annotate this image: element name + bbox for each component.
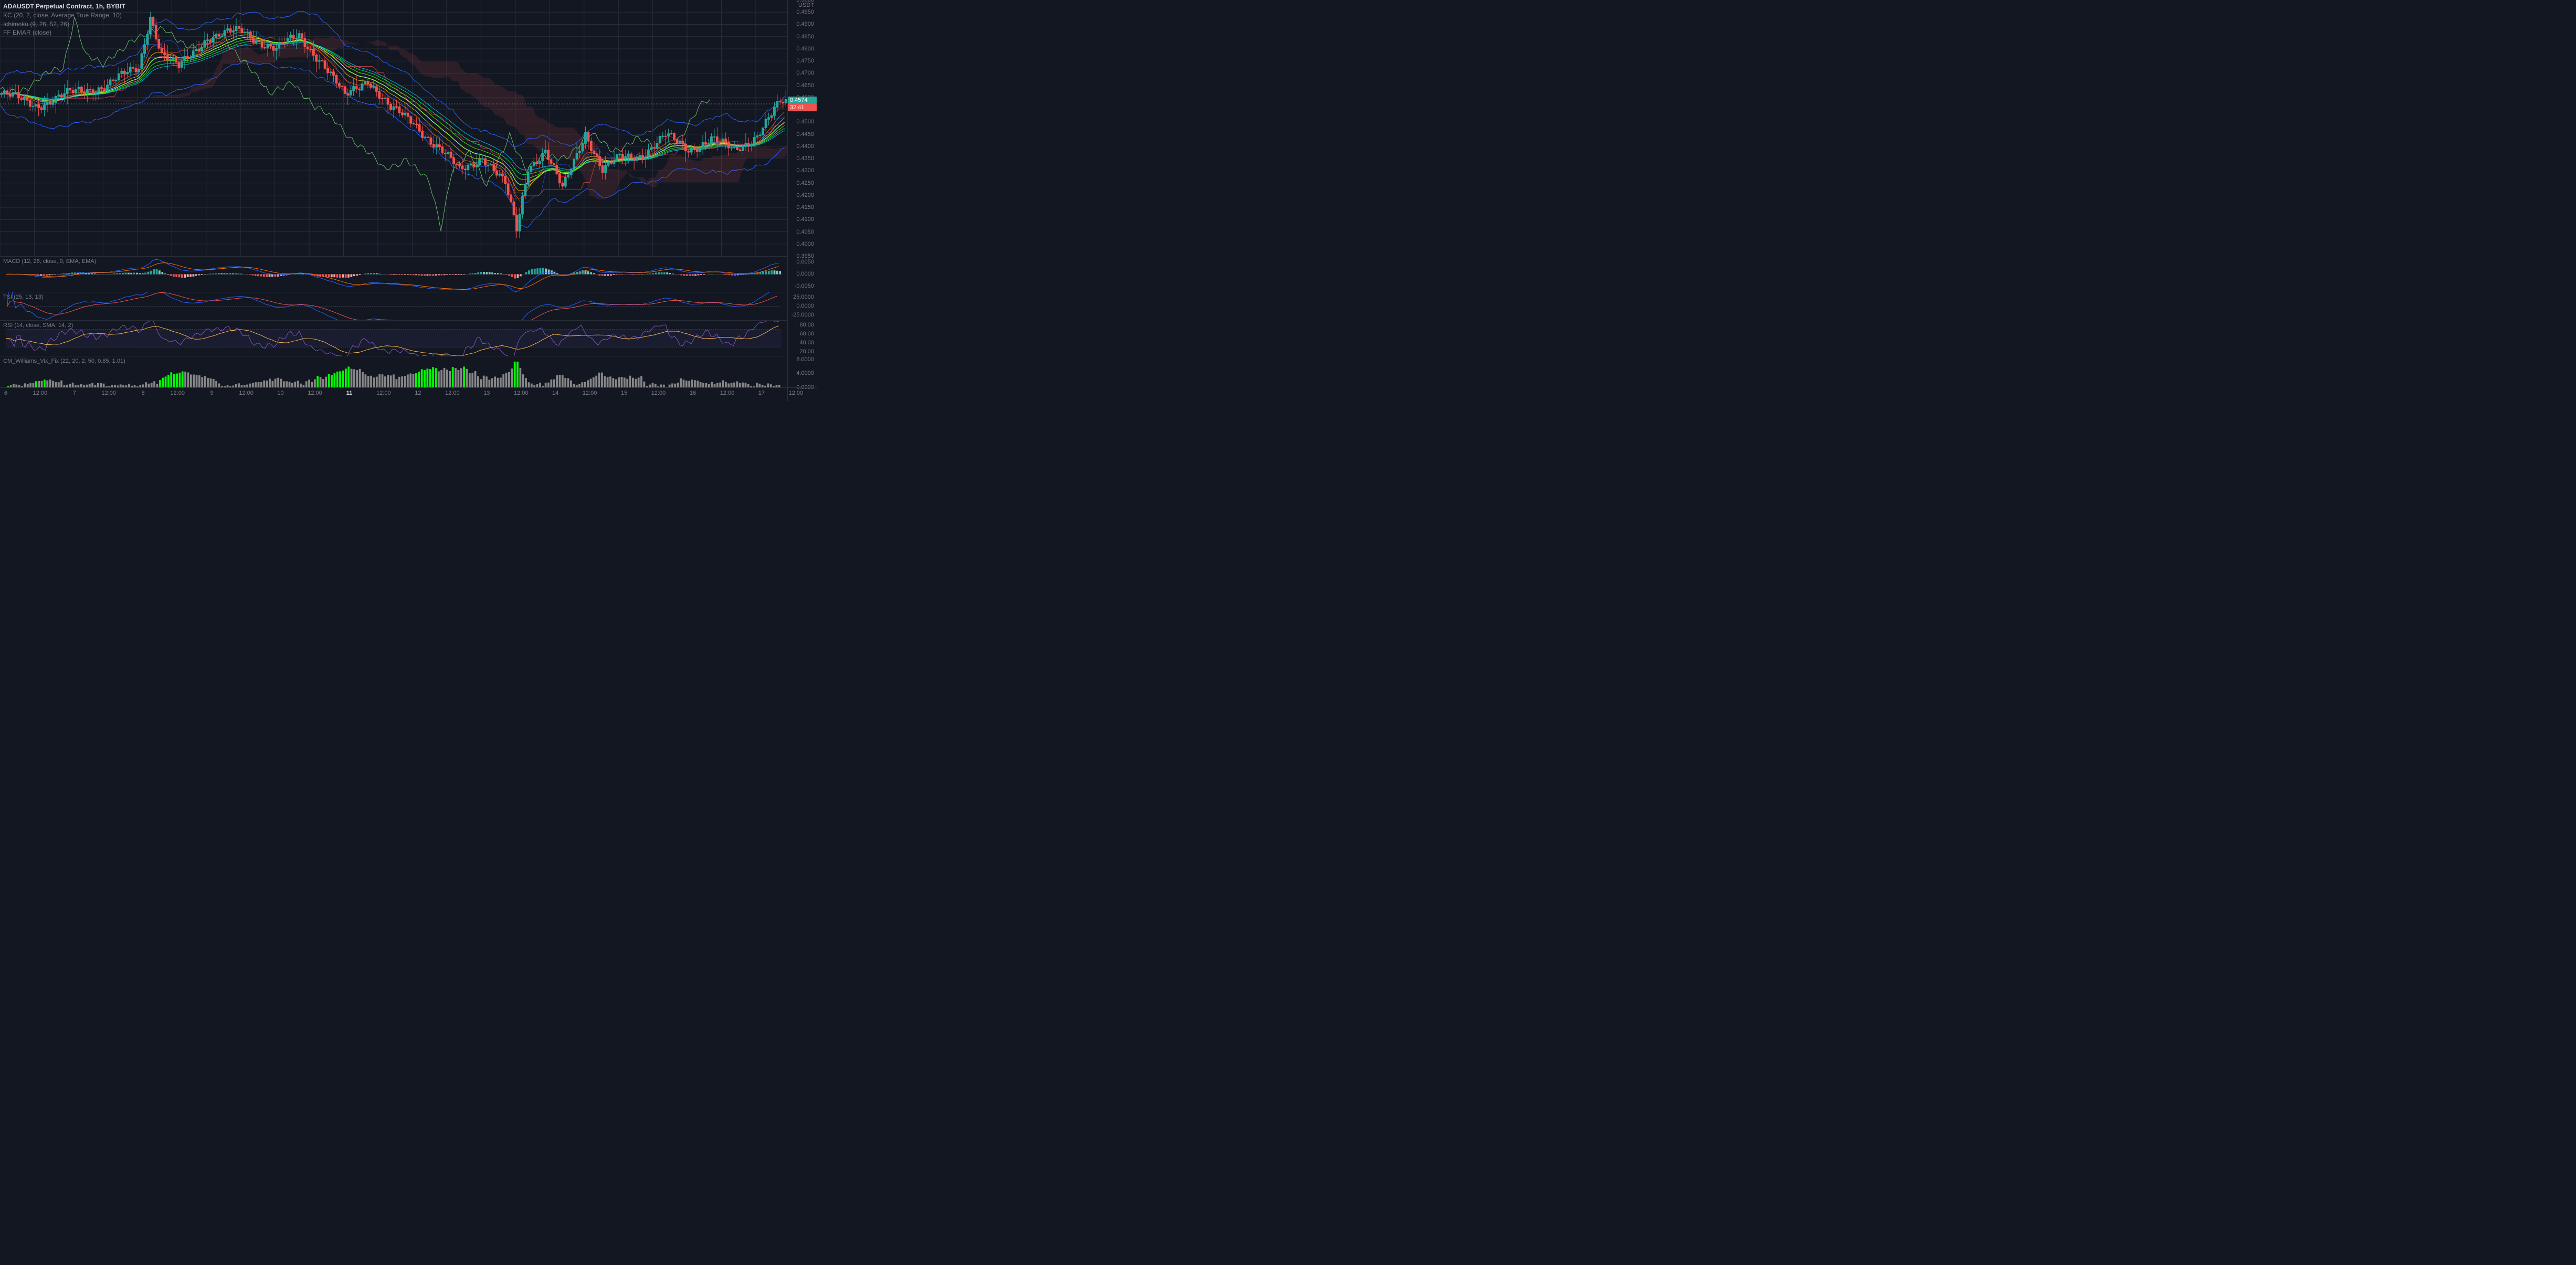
rsi-svg[interactable] (0, 321, 787, 356)
vixfix-panel[interactable]: CM_Williams_Vix_Fix (22, 20, 2, 50, 0.85… (0, 356, 787, 387)
main-chart-svg[interactable] (0, 0, 787, 256)
main-price-panel[interactable]: ADAUSDT Perpetual Contract, 1h, BYBIT KC… (0, 0, 787, 256)
tsi-legend: TSI (25, 13, 13) (3, 294, 43, 300)
tsi-axis: -25.00000.000025.0000 (787, 292, 817, 320)
chart-container: ADAUSDT Perpetual Contract, 1h, BYBIT KC… (0, 0, 817, 401)
legend-ffemar: FF EMAR (close) (3, 28, 125, 37)
vixfix-legend: CM_Williams_Vix_Fix (22, 20, 2, 50, 0.85… (3, 358, 125, 364)
time-axis[interactable]: 612:00712:00812:00912:001012:001112:0012… (0, 387, 787, 401)
legend-kc: KC (20, 2, close, Average True Range, 10… (3, 11, 125, 20)
price-axis[interactable]: USDT 0.39500.40000.40500.41000.41500.420… (787, 0, 817, 256)
rsi-panel[interactable]: RSI (14, close, SMA, 14, 2) (0, 320, 787, 356)
tsi-svg[interactable] (0, 292, 787, 320)
tsi-panel[interactable]: TSI (25, 13, 13) (0, 292, 787, 320)
macd-axis: -0.00500.00000.0050 (787, 256, 817, 292)
legend-ichimoku: Ichimoku (9, 26, 52, 26) (3, 20, 125, 29)
rsi-axis: 20.0040.0060.0080.00 (787, 320, 817, 356)
rsi-legend: RSI (14, close, SMA, 14, 2) (3, 322, 73, 329)
macd-panel[interactable]: MACD (12, 26, close, 9, EMA, EMA) (0, 256, 787, 292)
symbol-title[interactable]: ADAUSDT Perpetual Contract, 1h, BYBIT (3, 3, 125, 10)
macd-legend: MACD (12, 26, close, 9, EMA, EMA) (3, 258, 96, 265)
axis-corner (787, 387, 817, 401)
macd-svg[interactable] (0, 257, 787, 292)
vixfix-axis: 0.00004.00008.0000 (787, 356, 817, 387)
main-legend: ADAUSDT Perpetual Contract, 1h, BYBIT KC… (3, 2, 125, 37)
